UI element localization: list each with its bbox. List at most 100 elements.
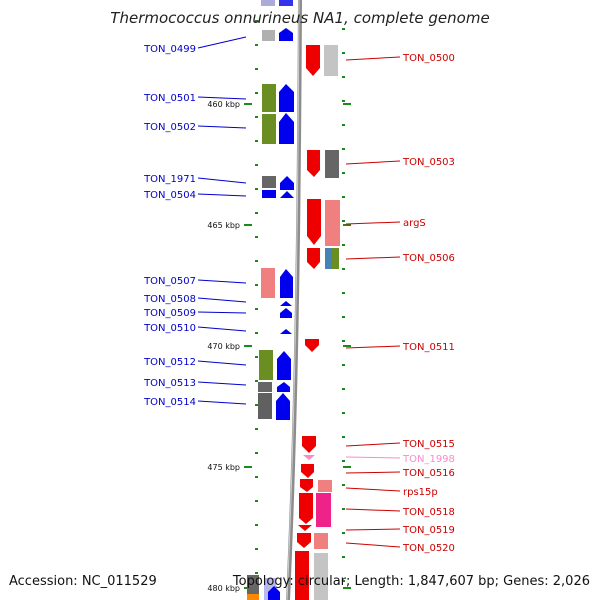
gene-block-0518-magenta <box>316 493 331 527</box>
tick-dot <box>255 380 258 382</box>
leader-line <box>345 221 401 225</box>
leader-line <box>197 125 247 129</box>
gene-arrow-1971 <box>280 176 294 190</box>
gene-block-0501-green <box>262 84 276 112</box>
scale-tick-left <box>244 345 252 347</box>
tick-dot <box>342 52 345 54</box>
scale-tick-label: 465 kbp <box>207 221 240 230</box>
tick-dot <box>255 524 258 526</box>
leader-line <box>345 487 401 492</box>
leader-line <box>197 96 247 100</box>
scale-tick-label: 480 kbp <box>207 584 240 593</box>
gene-arrow-0519 <box>298 525 312 531</box>
gene-label[interactable]: TON_0514 <box>143 397 196 408</box>
tick-dot <box>342 268 345 270</box>
gene-block-0503-grey <box>325 150 339 178</box>
leader-line <box>345 256 401 260</box>
gene-label[interactable]: rps15p <box>403 487 438 498</box>
gene-label[interactable]: TON_0500 <box>402 53 455 64</box>
tick-dot <box>342 172 345 174</box>
gene-arrow-0514 <box>276 393 290 420</box>
gene-label[interactable]: TON_0508 <box>143 294 196 305</box>
tick-dot <box>342 196 345 198</box>
gene-label[interactable]: TON_0506 <box>402 253 455 264</box>
tick-dot <box>342 556 345 558</box>
tick-dot <box>342 148 345 150</box>
leader-line <box>197 311 247 314</box>
tick-dot <box>255 260 258 262</box>
gene-label[interactable]: TON_0499 <box>143 44 196 55</box>
leader-line <box>345 528 401 531</box>
leader-line <box>345 160 401 165</box>
gene-label[interactable]: TON_0509 <box>143 308 196 319</box>
gene-block-bottom-grey <box>247 575 259 600</box>
gene-label[interactable]: TON_0510 <box>143 323 196 334</box>
gene-arrow-0510 <box>280 329 292 334</box>
gene-block-0500-grey <box>324 45 338 76</box>
gene-arrow-0520 <box>297 533 311 548</box>
leader-line <box>197 177 247 184</box>
gene-arrow-rps15p <box>300 479 313 492</box>
gene-label[interactable]: TON_0513 <box>143 378 196 389</box>
gene-arrow-0513 <box>277 382 290 392</box>
tick-dot <box>342 244 345 246</box>
scale-tick-right <box>343 224 351 226</box>
gene-block-0499-grey <box>262 30 275 41</box>
gene-arrow-0504 <box>280 191 294 198</box>
gene-label[interactable]: TON_0512 <box>143 357 196 368</box>
tick-dot <box>342 436 345 438</box>
leader-line <box>197 193 247 197</box>
gene-arrow-0516 <box>301 464 314 478</box>
gene-label[interactable]: TON_0511 <box>402 342 455 353</box>
leader-line <box>197 381 247 386</box>
leader-line <box>345 471 401 474</box>
gene-block-0514-grey <box>258 393 272 419</box>
scale-tick-label: 475 kbp <box>207 463 240 472</box>
gene-arrow-0509 <box>280 308 292 318</box>
gene-label[interactable]: TON_0516 <box>402 468 455 479</box>
leader-line <box>197 279 247 284</box>
gene-block-0507-pink <box>261 268 275 298</box>
gene-label[interactable]: TON_1998 <box>402 454 455 465</box>
tick-dot <box>255 572 258 574</box>
gene-arrow-0515 <box>302 436 316 453</box>
gene-block-top-arrow <box>279 0 293 6</box>
gene-label[interactable]: TON_1971 <box>143 174 196 185</box>
gene-arrow-0499 <box>279 28 293 41</box>
scale-tick-right <box>343 587 351 589</box>
tick-dot <box>342 220 345 222</box>
gene-block-top <box>261 0 275 6</box>
gene-label[interactable]: TON_0518 <box>402 507 455 518</box>
tick-dot <box>255 116 258 118</box>
tick-dot <box>255 92 258 94</box>
tick-dot <box>342 364 345 366</box>
gene-label[interactable]: TON_0515 <box>402 439 455 450</box>
gene-block-bottom-orange <box>247 594 259 600</box>
gene-arrow-0511 <box>305 339 319 352</box>
leader-line <box>345 442 401 447</box>
gene-label[interactable]: argS <box>403 218 426 229</box>
gene-label[interactable]: TON_0507 <box>143 276 196 287</box>
genome-backbone <box>286 0 302 600</box>
gene-arrow-0507 <box>280 269 293 298</box>
scale-tick-left <box>244 466 252 468</box>
leader-line <box>197 36 247 49</box>
gene-label[interactable]: TON_0504 <box>143 190 196 201</box>
tick-dot <box>255 164 258 166</box>
reverse-strand-features <box>295 45 340 600</box>
tick-dot <box>255 548 258 550</box>
leader-line <box>345 542 401 548</box>
gene-label[interactable]: TON_0503 <box>402 157 455 168</box>
tick-dot <box>255 68 258 70</box>
gene-block-0504-blue <box>262 190 276 198</box>
genome-summary-text: Topology: circular; Length: 1,847,607 bp… <box>232 574 590 589</box>
gene-block-0506-green <box>332 248 339 269</box>
gene-label[interactable]: TON_0520 <box>402 543 455 554</box>
gene-block-0502-green <box>262 114 276 144</box>
label-leaders <box>197 36 401 548</box>
gene-arrow-0501 <box>279 84 294 112</box>
gene-label[interactable]: TON_0501 <box>143 93 196 104</box>
gene-label[interactable]: TON_0519 <box>402 525 455 536</box>
gene-label[interactable]: TON_0502 <box>143 122 196 133</box>
